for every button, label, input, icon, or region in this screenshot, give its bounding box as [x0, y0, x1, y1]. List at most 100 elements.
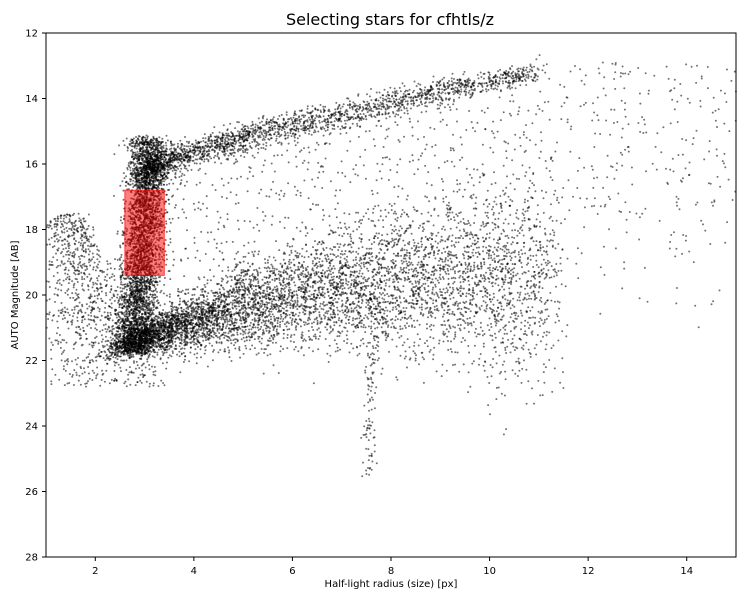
data-point — [292, 132, 295, 135]
data-point — [135, 286, 138, 289]
data-point — [149, 276, 152, 279]
data-point — [469, 79, 472, 82]
data-point — [458, 84, 460, 87]
data-point — [260, 120, 263, 123]
data-point — [302, 124, 305, 127]
data-point — [515, 80, 518, 83]
data-point — [418, 104, 421, 107]
data-point — [124, 302, 127, 305]
data-point — [111, 273, 114, 276]
data-point — [420, 96, 423, 99]
data-point — [241, 130, 244, 133]
data-point — [168, 182, 171, 185]
data-point — [492, 76, 495, 79]
data-point — [399, 90, 402, 93]
data-point — [161, 171, 164, 174]
data-point — [318, 119, 321, 122]
data-point — [146, 135, 149, 138]
data-point — [362, 113, 365, 115]
data-point — [163, 156, 166, 159]
data-point — [229, 152, 231, 155]
data-point — [199, 156, 202, 159]
data-point — [393, 87, 396, 90]
data-point — [397, 113, 400, 116]
data-point — [204, 137, 207, 140]
data-point — [314, 108, 317, 111]
data-point — [131, 288, 134, 291]
data-point — [322, 105, 325, 108]
data-point — [165, 183, 168, 186]
data-point — [210, 157, 213, 160]
data-point — [401, 82, 404, 85]
data-point — [136, 153, 139, 156]
data-point — [471, 82, 474, 85]
data-point — [251, 131, 254, 134]
data-point — [323, 120, 326, 123]
data-point — [165, 230, 168, 233]
data-point — [238, 141, 241, 144]
data-point — [156, 295, 158, 298]
data-point — [159, 151, 162, 154]
data-point — [366, 111, 369, 114]
data-point — [183, 145, 186, 147]
data-point — [131, 153, 134, 156]
data-point — [141, 276, 143, 279]
data-point — [498, 80, 501, 82]
data-point — [127, 310, 130, 313]
data-point — [246, 125, 249, 128]
data-point — [280, 129, 283, 132]
data-point — [164, 250, 167, 253]
data-point — [154, 281, 157, 284]
data-point — [118, 144, 120, 147]
data-point — [519, 79, 521, 82]
data-point — [148, 146, 151, 148]
data-point — [132, 279, 135, 282]
data-point — [144, 138, 147, 141]
data-point — [138, 307, 141, 309]
data-point — [326, 129, 329, 131]
data-point — [505, 74, 507, 76]
data-point — [268, 126, 271, 129]
data-point — [238, 149, 241, 152]
data-point — [145, 292, 148, 295]
data-point — [149, 315, 152, 318]
data-point — [432, 97, 435, 100]
data-point — [375, 108, 378, 111]
data-point — [132, 186, 135, 189]
data-point — [342, 103, 345, 106]
data-point — [197, 141, 200, 144]
data-point — [512, 77, 515, 79]
data-point — [452, 103, 455, 106]
data-point — [452, 90, 455, 93]
data-point — [366, 100, 369, 103]
data-point — [150, 307, 153, 310]
data-point — [294, 133, 297, 136]
data-point — [148, 166, 151, 168]
data-point — [150, 290, 153, 292]
data-point — [152, 137, 155, 139]
data-point — [318, 121, 321, 124]
data-point — [425, 90, 428, 93]
data-point — [134, 154, 137, 157]
data-point — [137, 295, 140, 298]
data-point — [321, 120, 324, 123]
data-point — [138, 285, 141, 288]
data-point — [187, 145, 190, 148]
data-point — [287, 120, 289, 123]
data-point — [126, 149, 129, 152]
data-point — [456, 81, 459, 84]
data-point — [426, 105, 428, 108]
data-point — [121, 283, 124, 286]
data-point — [125, 298, 128, 301]
data-point — [256, 124, 259, 127]
data-point — [126, 285, 129, 288]
data-point — [124, 184, 127, 187]
data-point — [463, 70, 466, 73]
data-point — [220, 162, 223, 165]
data-point — [406, 109, 409, 112]
data-point — [204, 141, 207, 144]
data-point — [136, 282, 138, 285]
data-point — [323, 127, 326, 130]
data-point — [116, 232, 119, 235]
data-point — [163, 283, 166, 286]
